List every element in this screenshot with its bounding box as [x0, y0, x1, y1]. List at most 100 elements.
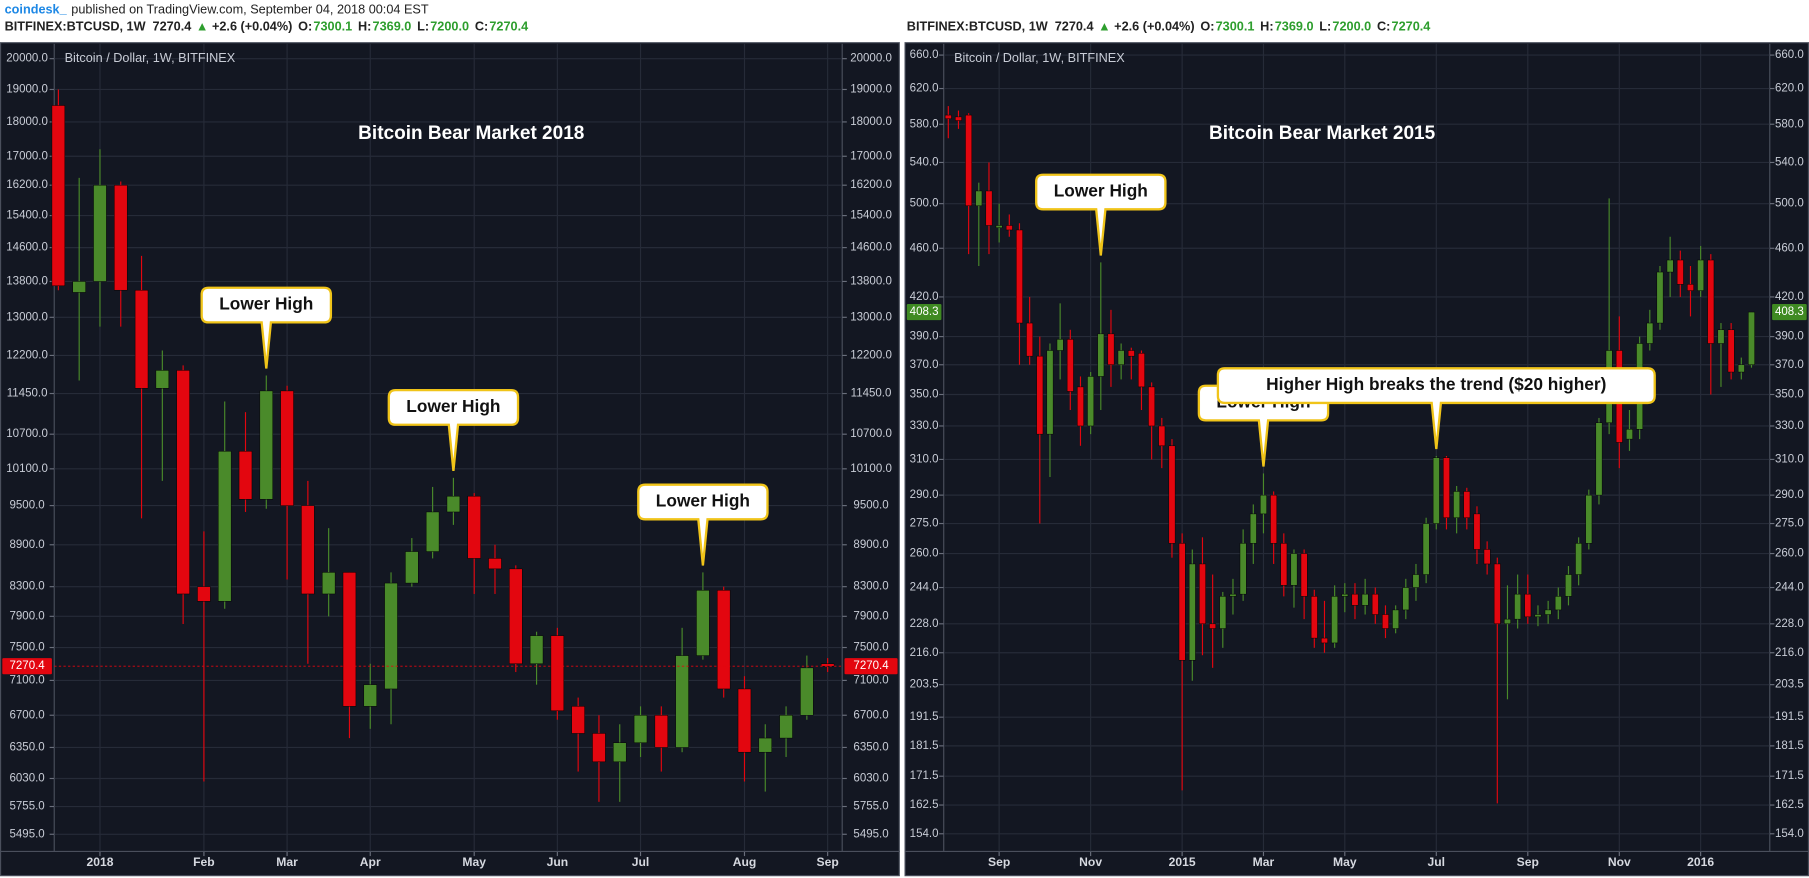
quote-line: BITFINEX:BTCUSD, 1W 7270.4 ▲ +2.6 (+0.04%) O…: [5, 20, 529, 34]
quote-key: C:: [475, 20, 488, 34]
y-tick-label: 12200.0: [6, 349, 48, 361]
y-tick-label: 6700.0: [853, 709, 888, 721]
y-tick-label: 11450.0: [7, 388, 48, 400]
candle-body: [1270, 494, 1278, 544]
callout-text: Lower High: [656, 491, 750, 511]
candle-body: [1168, 445, 1176, 544]
y-tick-label: 8900.0: [853, 539, 888, 551]
candle-body: [1056, 339, 1064, 351]
candle-body: [1687, 284, 1694, 291]
candle-body: [571, 706, 585, 734]
candle-body: [238, 451, 253, 500]
last-price-tag: [906, 303, 942, 321]
y-tick-label: 310.0: [1775, 453, 1804, 465]
x-tick-label: Apr: [360, 855, 381, 869]
y-tick-label: 460.0: [910, 242, 939, 254]
candle-body: [1016, 229, 1023, 324]
arrow: ▲: [196, 20, 209, 34]
x-tick-label: Jul: [632, 855, 650, 869]
y-tick-label: 9500.0: [9, 500, 44, 512]
candle-body: [1005, 225, 1013, 231]
candle-body: [613, 742, 627, 763]
chart-label: Bitcoin / Dollar, 1W, BITFINEX: [954, 51, 1125, 65]
quote-line: BITFINEX:BTCUSD, 1W 7270.4 ▲ +2.6 (+0.04%) O…: [907, 20, 1431, 34]
y-tick-label: 17000.0: [850, 150, 892, 162]
candle-body: [1066, 339, 1074, 392]
y-tick-label: 154.0: [1775, 828, 1804, 840]
candle-body: [1280, 543, 1288, 586]
y-tick-label: 19000.0: [6, 84, 48, 96]
y-tick-label: 19000.0: [850, 84, 892, 96]
candle-body: [72, 281, 86, 293]
y-tick-label: 162.5: [910, 799, 939, 811]
candle-body: [1646, 322, 1654, 344]
candle-body: [1544, 609, 1552, 615]
candle-body: [955, 116, 962, 121]
y-tick-label: 17000.0: [6, 150, 48, 162]
candle-body: [1453, 491, 1461, 518]
y-tick-label: 14600.0: [6, 242, 48, 254]
y-tick-label: 216.0: [910, 647, 939, 659]
y-tick-label: 228.0: [1775, 618, 1804, 630]
y-tick-label: 580.0: [910, 118, 939, 130]
y-tick-label: 7500.0: [9, 642, 44, 654]
x-tick-label: Jul: [1428, 855, 1445, 869]
y-tick-label: 540.0: [1775, 157, 1804, 169]
y-tick-label: 181.5: [1775, 740, 1804, 752]
y-tick-label: 6350.0: [9, 741, 44, 753]
y-tick-label: 260.0: [1775, 548, 1804, 560]
x-tick-label: Sep: [817, 855, 839, 869]
last-price-tag: [2, 658, 52, 675]
quote-value: 7369.0: [1275, 20, 1314, 34]
quote-key: O:: [298, 20, 312, 34]
chart-label: Bitcoin / Dollar, 1W, BITFINEX: [65, 51, 236, 65]
price: 7270.4: [1055, 20, 1094, 34]
y-tick-label: 15400.0: [850, 210, 892, 222]
candle-body: [1493, 563, 1501, 625]
author[interactable]: coindesk_: [5, 3, 68, 17]
y-tick-label: 18000.0: [6, 116, 48, 128]
candle-body: [1382, 614, 1389, 629]
candle-body: [1463, 491, 1471, 518]
candle-body: [1158, 425, 1166, 447]
candle-body: [1412, 574, 1420, 588]
candle-body: [176, 370, 190, 595]
x-tick-label: Jun: [547, 855, 569, 869]
candle-body: [155, 370, 170, 389]
candle-body: [1402, 587, 1410, 611]
candle-body: [1127, 350, 1135, 357]
y-tick-label: 500.0: [910, 198, 939, 210]
y-tick-label: 620.0: [1775, 83, 1804, 95]
y-tick-label: 15400.0: [6, 210, 48, 222]
candle-body: [218, 451, 232, 602]
candle-body: [1341, 593, 1349, 597]
candle-body: [1483, 549, 1491, 565]
x-tick-label: Nov: [1079, 855, 1102, 869]
candle-body: [1249, 513, 1257, 544]
y-tick-label: 8300.0: [9, 581, 44, 593]
candle-body: [1575, 543, 1583, 575]
candle-body: [675, 655, 689, 748]
last-price-label: 408.3: [910, 306, 939, 318]
candle-body: [1371, 593, 1379, 615]
y-tick-label: 171.5: [910, 770, 939, 782]
candle-body: [995, 225, 1003, 228]
y-tick-label: 660.0: [910, 49, 939, 61]
candle-body: [1219, 596, 1227, 629]
quote-key: C:: [1377, 20, 1390, 34]
y-tick-label: 10700.0: [6, 428, 48, 440]
y-tick-label: 290.0: [1775, 489, 1804, 501]
y-tick-label: 500.0: [1775, 198, 1804, 210]
y-tick-label: 7900.0: [853, 610, 888, 622]
candle-body: [1260, 494, 1267, 515]
candle-body: [1626, 429, 1633, 440]
y-tick-label: 540.0: [910, 157, 939, 169]
y-tick-label: 7100.0: [9, 674, 44, 686]
arrow: ▲: [1098, 20, 1111, 34]
candle-body: [1666, 259, 1674, 273]
candle-body: [1514, 593, 1522, 620]
x-tick-label: Feb: [193, 855, 215, 869]
candle-body: [384, 582, 398, 690]
